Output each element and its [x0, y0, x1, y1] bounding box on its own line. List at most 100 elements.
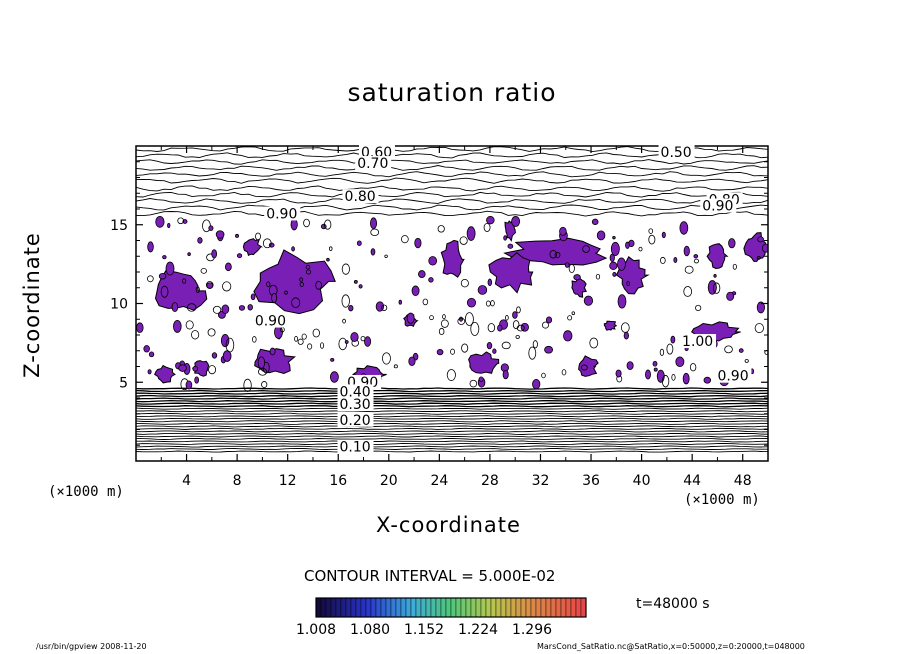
- contour-cell: [147, 275, 154, 283]
- contour-cell: [460, 278, 469, 288]
- colorbar-cell: [365, 597, 372, 618]
- contour-cell: [438, 327, 445, 336]
- contour-cell: [173, 319, 182, 333]
- colorbar-cell: [360, 597, 367, 618]
- contour-cell: [382, 352, 391, 365]
- contour-cell: [243, 378, 252, 392]
- contour-label-bg: [658, 145, 695, 160]
- contour-cell: [648, 228, 654, 234]
- contour-cell: [208, 225, 214, 231]
- supersaturation-region: [503, 237, 608, 266]
- contour-label-bg: [700, 198, 737, 213]
- contour-cell: [756, 255, 761, 260]
- colorbar-cell: [315, 597, 322, 618]
- contour-cell: [158, 272, 167, 280]
- contour-cell: [171, 302, 179, 313]
- contour-cell: [486, 341, 493, 350]
- contour-label-bg: [337, 412, 374, 427]
- supersaturation-region: [154, 364, 177, 384]
- contour-cell: [312, 328, 320, 338]
- colorbar-cell: [485, 597, 492, 618]
- contour-cell: [503, 235, 508, 241]
- contour-cell: [406, 312, 415, 324]
- contour-cell: [222, 281, 232, 292]
- contour-cell: [507, 243, 514, 249]
- contour-cell: [461, 343, 469, 353]
- colorbar-cell: [430, 597, 437, 618]
- contour-cell: [305, 264, 311, 270]
- contour-cell: [756, 301, 765, 314]
- contour-cell: [671, 374, 676, 381]
- contour-line: [136, 432, 768, 435]
- contour-label: 0.40: [340, 384, 371, 400]
- contour-line: [136, 405, 768, 408]
- contour-cell: [609, 261, 618, 271]
- contour-cell: [271, 293, 278, 303]
- contour-cell: [470, 321, 480, 336]
- contour-cell: [250, 293, 256, 301]
- contour-cell: [329, 371, 339, 383]
- x-tick-label: 36: [582, 473, 600, 489]
- contour-cell: [652, 360, 658, 367]
- contour-cell: [238, 305, 246, 311]
- contour-cell: [645, 369, 651, 380]
- contour-cell: [466, 297, 476, 308]
- contour-cell: [612, 271, 617, 277]
- contour-cell: [620, 322, 630, 333]
- x-axis-label: X-coordinate: [376, 513, 521, 537]
- colorbar-tick-label: 1.152: [404, 622, 444, 638]
- contour-line: [136, 185, 768, 192]
- contour-cell: [707, 280, 717, 295]
- contour-line: [136, 422, 768, 425]
- supersaturation-region: [440, 239, 465, 278]
- colorbar-cell: [450, 597, 457, 618]
- colorbar-cell: [330, 597, 337, 618]
- contour-line: [136, 392, 768, 395]
- colorbar-cell: [535, 597, 542, 618]
- contour-label: 0.50: [661, 145, 692, 161]
- contour-cell: [414, 237, 422, 249]
- contour-line: [136, 407, 768, 410]
- contour-cell: [301, 333, 307, 340]
- contour-cell: [515, 335, 520, 339]
- contour-cell: [563, 330, 573, 342]
- colorbar-tick-label: 1.080: [350, 622, 390, 638]
- y-axis-label: Z-coordinate: [20, 232, 44, 378]
- contour-cell: [384, 254, 388, 259]
- contour-cell: [255, 232, 261, 241]
- contour-cell: [220, 333, 230, 348]
- contour-line: [136, 430, 768, 433]
- contour-cell: [754, 323, 764, 334]
- contour-cell: [305, 269, 312, 275]
- contour-cell: [408, 356, 416, 367]
- contour-cell: [326, 257, 330, 262]
- contour-cell: [683, 245, 690, 257]
- colorbar-cell: [510, 597, 517, 618]
- contour-line: [136, 427, 768, 430]
- contour-cell: [549, 250, 557, 259]
- contour-cell: [197, 237, 203, 244]
- contour-cell: [591, 218, 599, 225]
- contour-cell: [398, 299, 402, 305]
- colorbar-cell: [435, 597, 442, 618]
- supersaturation-region: [154, 269, 208, 311]
- colorbar-cell: [355, 597, 362, 618]
- contour-cell: [266, 281, 271, 288]
- contour-cell: [185, 320, 194, 330]
- contour-cell: [464, 312, 474, 326]
- colorbar-cell: [440, 597, 447, 618]
- contour-cell: [695, 304, 702, 312]
- contour-label-bg: [680, 334, 717, 349]
- colorbar-cell: [500, 597, 507, 618]
- colorbar-tick-label: 1.008: [296, 622, 336, 638]
- contour-cell: [486, 216, 495, 225]
- colorbar-cell: [550, 597, 557, 618]
- colorbar-cell: [475, 597, 482, 618]
- contour-cell: [148, 351, 155, 358]
- colorbar-cell: [495, 597, 502, 618]
- contour-line: [136, 204, 768, 211]
- contour-cell: [573, 274, 581, 281]
- contour-cell: [418, 270, 426, 279]
- contour-cell: [294, 336, 299, 342]
- contour-line: [136, 210, 768, 217]
